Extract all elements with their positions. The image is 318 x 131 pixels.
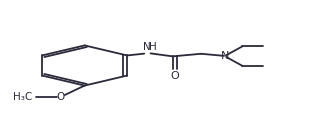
Text: N: N: [143, 42, 151, 53]
Text: O: O: [170, 71, 179, 81]
Text: N: N: [221, 51, 229, 61]
Text: H₃C: H₃C: [13, 92, 32, 102]
Text: O: O: [57, 92, 65, 102]
Text: H: H: [149, 42, 156, 53]
